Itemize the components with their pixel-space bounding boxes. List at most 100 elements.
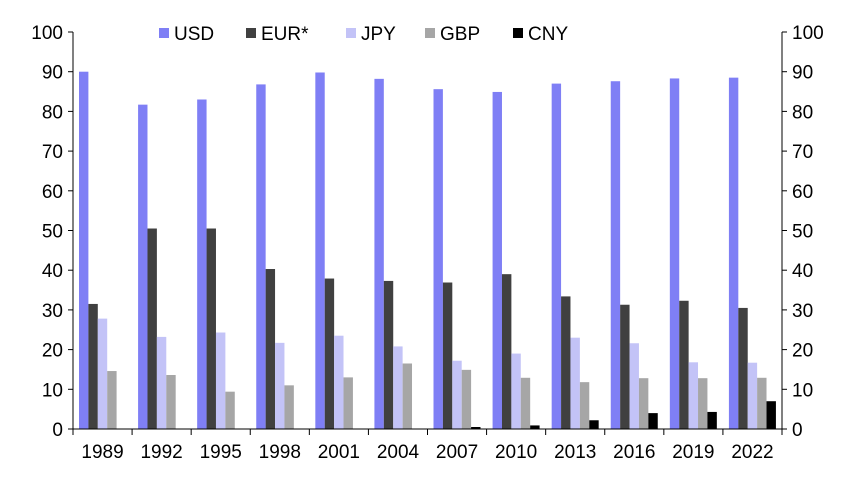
bar-jpy-1989: [97, 318, 108, 429]
right-y-tick-label: 100: [792, 23, 824, 44]
left-y-tick-label: 30: [42, 301, 63, 322]
bar-eur-2016: [620, 304, 630, 429]
legend-label-cny: CNY: [528, 24, 568, 45]
bar-eur-2001: [324, 278, 335, 429]
bar-eur-2019: [679, 300, 689, 429]
bar-gbp-1998: [284, 385, 294, 429]
bar-jpy-2019: [688, 362, 699, 429]
bar-gbp-2022: [757, 377, 767, 429]
legend-swatch-cny: [513, 28, 523, 38]
left-y-tick-label: 20: [42, 341, 63, 362]
bar-usd-1998: [256, 84, 266, 430]
x-tick-label-2019: 2019: [672, 442, 714, 463]
bar-gbp-2016: [638, 378, 649, 429]
legend-swatch-gbp: [425, 28, 435, 38]
x-tick-label-2016: 2016: [613, 442, 655, 463]
bar-eur-2007: [442, 282, 453, 429]
bar-eur-2010: [501, 274, 512, 429]
bar-usd-1992: [138, 104, 148, 430]
bar-gbp-1995: [225, 391, 235, 429]
bar-gbp-2010: [520, 377, 531, 429]
bar-gbp-2001: [343, 377, 353, 429]
legend-swatch-jpy: [346, 28, 356, 38]
bar-eur-2022: [738, 307, 748, 429]
legend-swatch-eur: [246, 28, 256, 38]
right-y-tick-label: 60: [792, 182, 813, 203]
legend-label-usd: USD: [174, 24, 214, 45]
left-y-tick-label: 40: [42, 261, 63, 282]
x-tick-label-1992: 1992: [140, 442, 182, 463]
bar-eur-1992: [147, 228, 157, 429]
bar-gbp-2004: [402, 363, 413, 429]
bars: [79, 71, 776, 430]
bar-jpy-2004: [393, 346, 403, 429]
x-tick-label-2004: 2004: [377, 442, 420, 463]
bar-cny-2016: [648, 413, 658, 429]
left-y-tick-label: 90: [42, 63, 63, 84]
right-y-tick-label: 40: [792, 261, 813, 282]
bar-usd-2001: [315, 72, 325, 430]
x-tick-label-1989: 1989: [81, 442, 123, 463]
x-tick-label-2022: 2022: [731, 442, 773, 463]
axes: 0 0 10 10 20 20 30 30 40 40 50 50 60 60 70 70 80 80 90 90 10…: [31, 23, 823, 463]
bar-gbp-1989: [107, 371, 117, 429]
bar-usd-1989: [79, 71, 89, 429]
bar-jpy-2001: [334, 335, 344, 429]
right-y-tick-label: 20: [792, 341, 813, 362]
right-y-tick-label: 0: [792, 420, 803, 441]
legend: USD EUR* JPY GBP CNY: [159, 24, 568, 45]
bar-cny-2010: [530, 425, 540, 429]
left-y-tick-label: 50: [42, 222, 63, 243]
bar-gbp-2007: [461, 369, 472, 429]
right-y-tick-label: 10: [792, 380, 813, 401]
left-y-tick-label: 60: [42, 182, 63, 203]
left-y-tick-label: 10: [42, 380, 63, 401]
right-y-tick-label: 50: [792, 222, 813, 243]
bar-cny-2019: [707, 411, 717, 429]
bar-usd-1995: [197, 99, 207, 430]
bar-usd-2019: [669, 78, 680, 429]
x-tick-label-1998: 1998: [259, 442, 301, 463]
left-y-tick-label: 100: [31, 23, 63, 44]
bar-eur-2004: [383, 280, 394, 429]
right-y-tick-label: 70: [792, 142, 813, 163]
right-y-tick-label: 90: [792, 63, 813, 84]
bar-cny-2007: [471, 427, 481, 429]
bar-eur-1989: [88, 303, 98, 429]
bar-jpy-2007: [452, 360, 462, 429]
bar-jpy-1998: [275, 342, 285, 429]
x-tick-label-1995: 1995: [200, 442, 242, 463]
bar-gbp-1992: [166, 375, 176, 429]
bar-usd-2022: [728, 77, 739, 430]
bar-usd-2004: [374, 78, 384, 429]
legend-label-gbp: GBP: [440, 24, 480, 45]
bar-usd-2010: [492, 91, 502, 429]
legend-label-eur: EUR*: [261, 24, 309, 45]
bar-usd-2016: [610, 81, 621, 429]
bar-jpy-1992: [156, 336, 167, 429]
left-y-tick-label: 0: [52, 420, 63, 441]
right-y-tick-label: 80: [792, 102, 813, 123]
left-y-tick-label: 70: [42, 142, 63, 163]
bar-jpy-1995: [215, 332, 226, 429]
x-tick-label-2013: 2013: [554, 442, 596, 463]
right-y-tick-label: 30: [792, 301, 813, 322]
x-tick-label-2001: 2001: [318, 442, 360, 463]
left-y-tick-label: 80: [42, 102, 63, 123]
bar-usd-2007: [433, 89, 443, 430]
bar-cny-2013: [589, 420, 599, 429]
bar-jpy-2016: [629, 343, 639, 429]
bar-eur-2013: [561, 296, 571, 429]
bar-jpy-2013: [570, 337, 580, 429]
bar-eur-1998: [265, 269, 276, 429]
bar-usd-2013: [551, 83, 562, 430]
legend-label-jpy: JPY: [361, 24, 396, 45]
legend-swatch-usd: [159, 28, 169, 38]
x-tick-label-2007: 2007: [436, 442, 478, 463]
bar-eur-1995: [206, 228, 216, 429]
bar-jpy-2022: [747, 362, 758, 429]
x-tick-label-2010: 2010: [495, 442, 537, 463]
bar-jpy-2010: [511, 353, 521, 429]
bar-cny-2022: [766, 401, 776, 429]
